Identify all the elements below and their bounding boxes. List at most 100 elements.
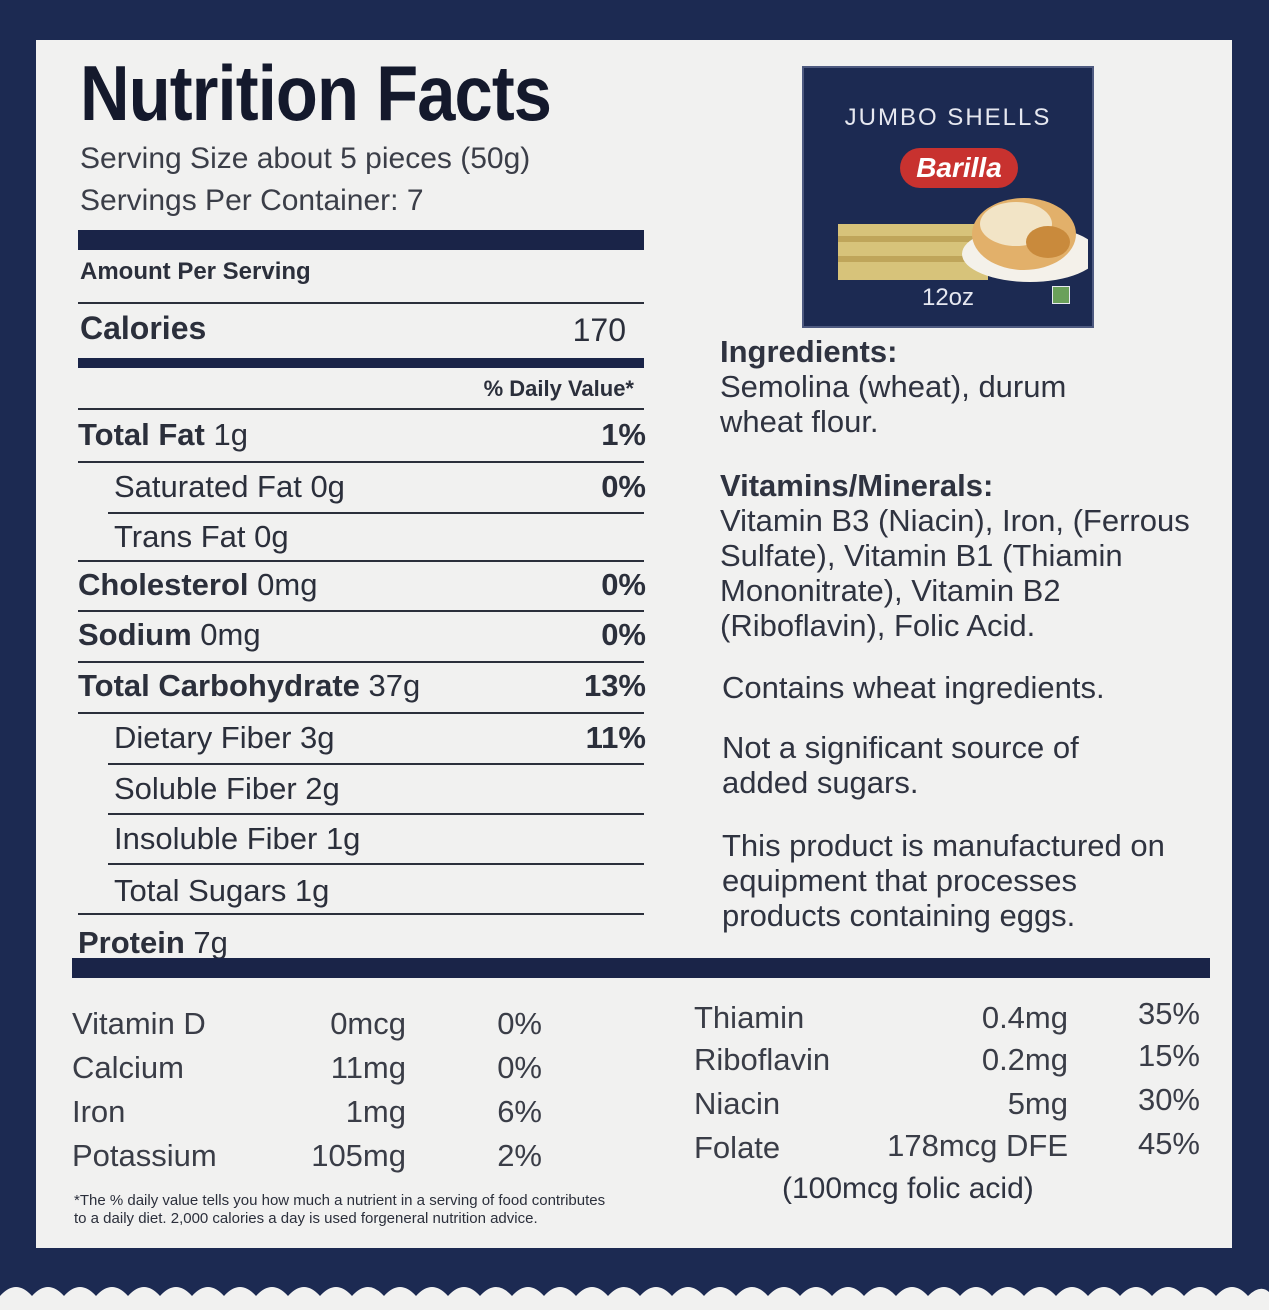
vitamin-amount: 0.2mg [981, 1042, 1068, 1077]
vitamin-dv: 0% [497, 1006, 542, 1041]
nutrient-row-total-sugars: Total Sugars 1g [78, 866, 646, 916]
vitamin-amount: 178mcg DFE [887, 1128, 1068, 1163]
nutrient-dv: 1% [601, 417, 646, 452]
nutrient-name: Saturated Fat 0g [114, 469, 345, 504]
vitamin-amount: 105mg [311, 1138, 406, 1173]
folic-acid-note: (100mcg folic acid) [782, 1172, 1034, 1205]
servings-per-container: Servings Per Container: 7 [80, 184, 424, 217]
nutrient-dv: 13% [583, 668, 646, 703]
vitamin-amount: 0mcg [330, 1006, 406, 1041]
daily-value-header: % Daily Value* [483, 376, 634, 401]
vitamin-name: Thiamin [694, 1000, 805, 1035]
vitamins-text: Vitamin B3 (Niacin), Iron, (Ferrous Sulf… [720, 503, 1190, 643]
vitamin-name: Riboflavin [694, 1042, 831, 1077]
nutrient-row-cholesterol: Cholesterol 0mg 0% [78, 560, 646, 610]
nutrient-row-total-fat: Total Fat 1g 1% [78, 410, 646, 460]
vitamins-left-table: Vitamin D 0mcg 0% Calcium 11mg 0% Iron 1… [72, 1002, 542, 1182]
nutrient-row-sodium: Sodium 0mg 0% [78, 610, 646, 660]
nutrient-dv: 0% [601, 469, 646, 504]
ingredients-text: Semolina (wheat), durum wheat flour. [720, 369, 1067, 439]
calories-value: 170 [572, 312, 626, 348]
nutrient-amount: 7g [184, 925, 228, 960]
serving-info: Serving Size about 5 pieces (50g) Servin… [80, 138, 530, 222]
divider [78, 610, 644, 612]
brand-logo: Barilla [900, 148, 1018, 188]
contains-note: Contains wheat ingredients. [722, 670, 1105, 705]
vitamin-amount: 5mg [1007, 1086, 1068, 1121]
product-image: JUMBO SHELLS Barilla 12oz [802, 66, 1094, 328]
nutrient-dv: 11% [585, 720, 646, 755]
divider [108, 763, 644, 765]
serving-size: Serving Size about 5 pieces (50g) [80, 142, 531, 175]
nutrient-row-insoluble-fiber: Insoluble Fiber 1g [78, 814, 646, 864]
product-size: 12oz [921, 284, 975, 311]
divider [78, 560, 644, 562]
divider [78, 408, 644, 410]
nutrient-row-trans-fat: Trans Fat 0g [78, 512, 646, 562]
ingredients-section: Ingredients: Semolina (wheat), durum whe… [720, 334, 1200, 439]
vitamin-name: Niacin [694, 1086, 781, 1121]
nutrient-amount: 37g [359, 668, 421, 703]
divider [78, 461, 644, 463]
divider [78, 712, 644, 714]
thick-divider [72, 958, 1210, 978]
nutrient-row-protein: Protein 7g [78, 918, 646, 968]
medium-divider [78, 358, 644, 368]
vitamin-name: Vitamin D [72, 1006, 206, 1041]
divider [108, 813, 644, 815]
nutrient-amount: 0mg [191, 617, 261, 652]
wave-border [0, 1287, 1269, 1310]
vitamin-name: Folate [694, 1130, 781, 1165]
nutrient-name: Total Fat [78, 417, 205, 452]
thick-divider [78, 230, 644, 250]
vitamin-dv: 0% [497, 1050, 542, 1085]
vitamins-right-table: Thiamin 0.4mg 35% Riboflavin 0.2mg 15% N… [694, 996, 1200, 1176]
ingredients-heading: Ingredients: [720, 334, 898, 369]
vitamin-row: Vitamin D [72, 1002, 206, 1046]
nutrient-dv: 0% [601, 617, 646, 652]
page-title: Nutrition Facts [80, 49, 552, 137]
nutrient-name: Trans Fat 0g [114, 519, 289, 554]
vitamin-dv: 2% [497, 1138, 542, 1173]
vitamin-dv: 45% [1137, 1126, 1200, 1161]
divider [108, 863, 644, 865]
vitamins-heading: Vitamins/Minerals: [720, 468, 994, 503]
nutrition-panel: Nutrition Facts Serving Size about 5 pie… [36, 40, 1232, 1248]
divider [78, 913, 644, 915]
nutrient-name: Total Carbohydrate [78, 668, 360, 703]
pasta-shells-image [838, 198, 1088, 282]
sugars-note: Not a significant source of added sugars… [722, 730, 1079, 800]
nutrient-amount: 0mg [248, 567, 318, 602]
product-name: JUMBO SHELLS [844, 104, 1052, 131]
divider [78, 302, 644, 304]
nutrient-name: Soluble Fiber 2g [114, 771, 340, 806]
nutrient-amount: 1g [204, 417, 248, 452]
nutrient-name: Insoluble Fiber 1g [114, 821, 361, 856]
divider [78, 661, 644, 663]
vitamins-section: Vitamins/Minerals: Vitamin B3 (Niacin), … [720, 468, 1200, 643]
vitamin-name: Iron [72, 1094, 126, 1129]
nutrient-row-saturated-fat: Saturated Fat 0g 0% [78, 462, 646, 512]
footnote-line-1: *The % daily value tells you how much a … [74, 1192, 606, 1209]
divider [108, 512, 644, 514]
nutrient-name: Dietary Fiber 3g [114, 720, 335, 755]
footnote-line-2: to a daily diet. 2,000 calories a day is… [74, 1210, 538, 1227]
amount-per-serving: Amount Per Serving [80, 258, 311, 285]
certification-icon [1052, 286, 1070, 304]
footnote: *The % daily value tells you how much a … [74, 1192, 605, 1228]
vitamin-amount: 1mg [345, 1094, 406, 1129]
vitamin-dv: 35% [1137, 996, 1200, 1031]
calories-label: Calories [80, 310, 207, 346]
nutrient-name: Sodium [78, 617, 192, 652]
vitamin-dv: 15% [1137, 1038, 1200, 1073]
nutrient-name: Cholesterol [78, 567, 249, 602]
vitamin-name: Potassium [72, 1138, 217, 1173]
nutrient-name: Protein [78, 925, 185, 960]
vitamin-amount: 0.4mg [981, 1000, 1068, 1035]
nutrient-row-dietary-fiber: Dietary Fiber 3g 11% [78, 713, 646, 763]
nutrient-dv: 0% [601, 567, 646, 602]
nutrient-row-total-carbohydrate: Total Carbohydrate 37g 13% [78, 661, 646, 711]
equipment-note: This product is manufactured on equipmen… [722, 828, 1165, 933]
vitamin-dv: 30% [1137, 1082, 1200, 1117]
vitamin-amount: 11mg [330, 1050, 406, 1085]
